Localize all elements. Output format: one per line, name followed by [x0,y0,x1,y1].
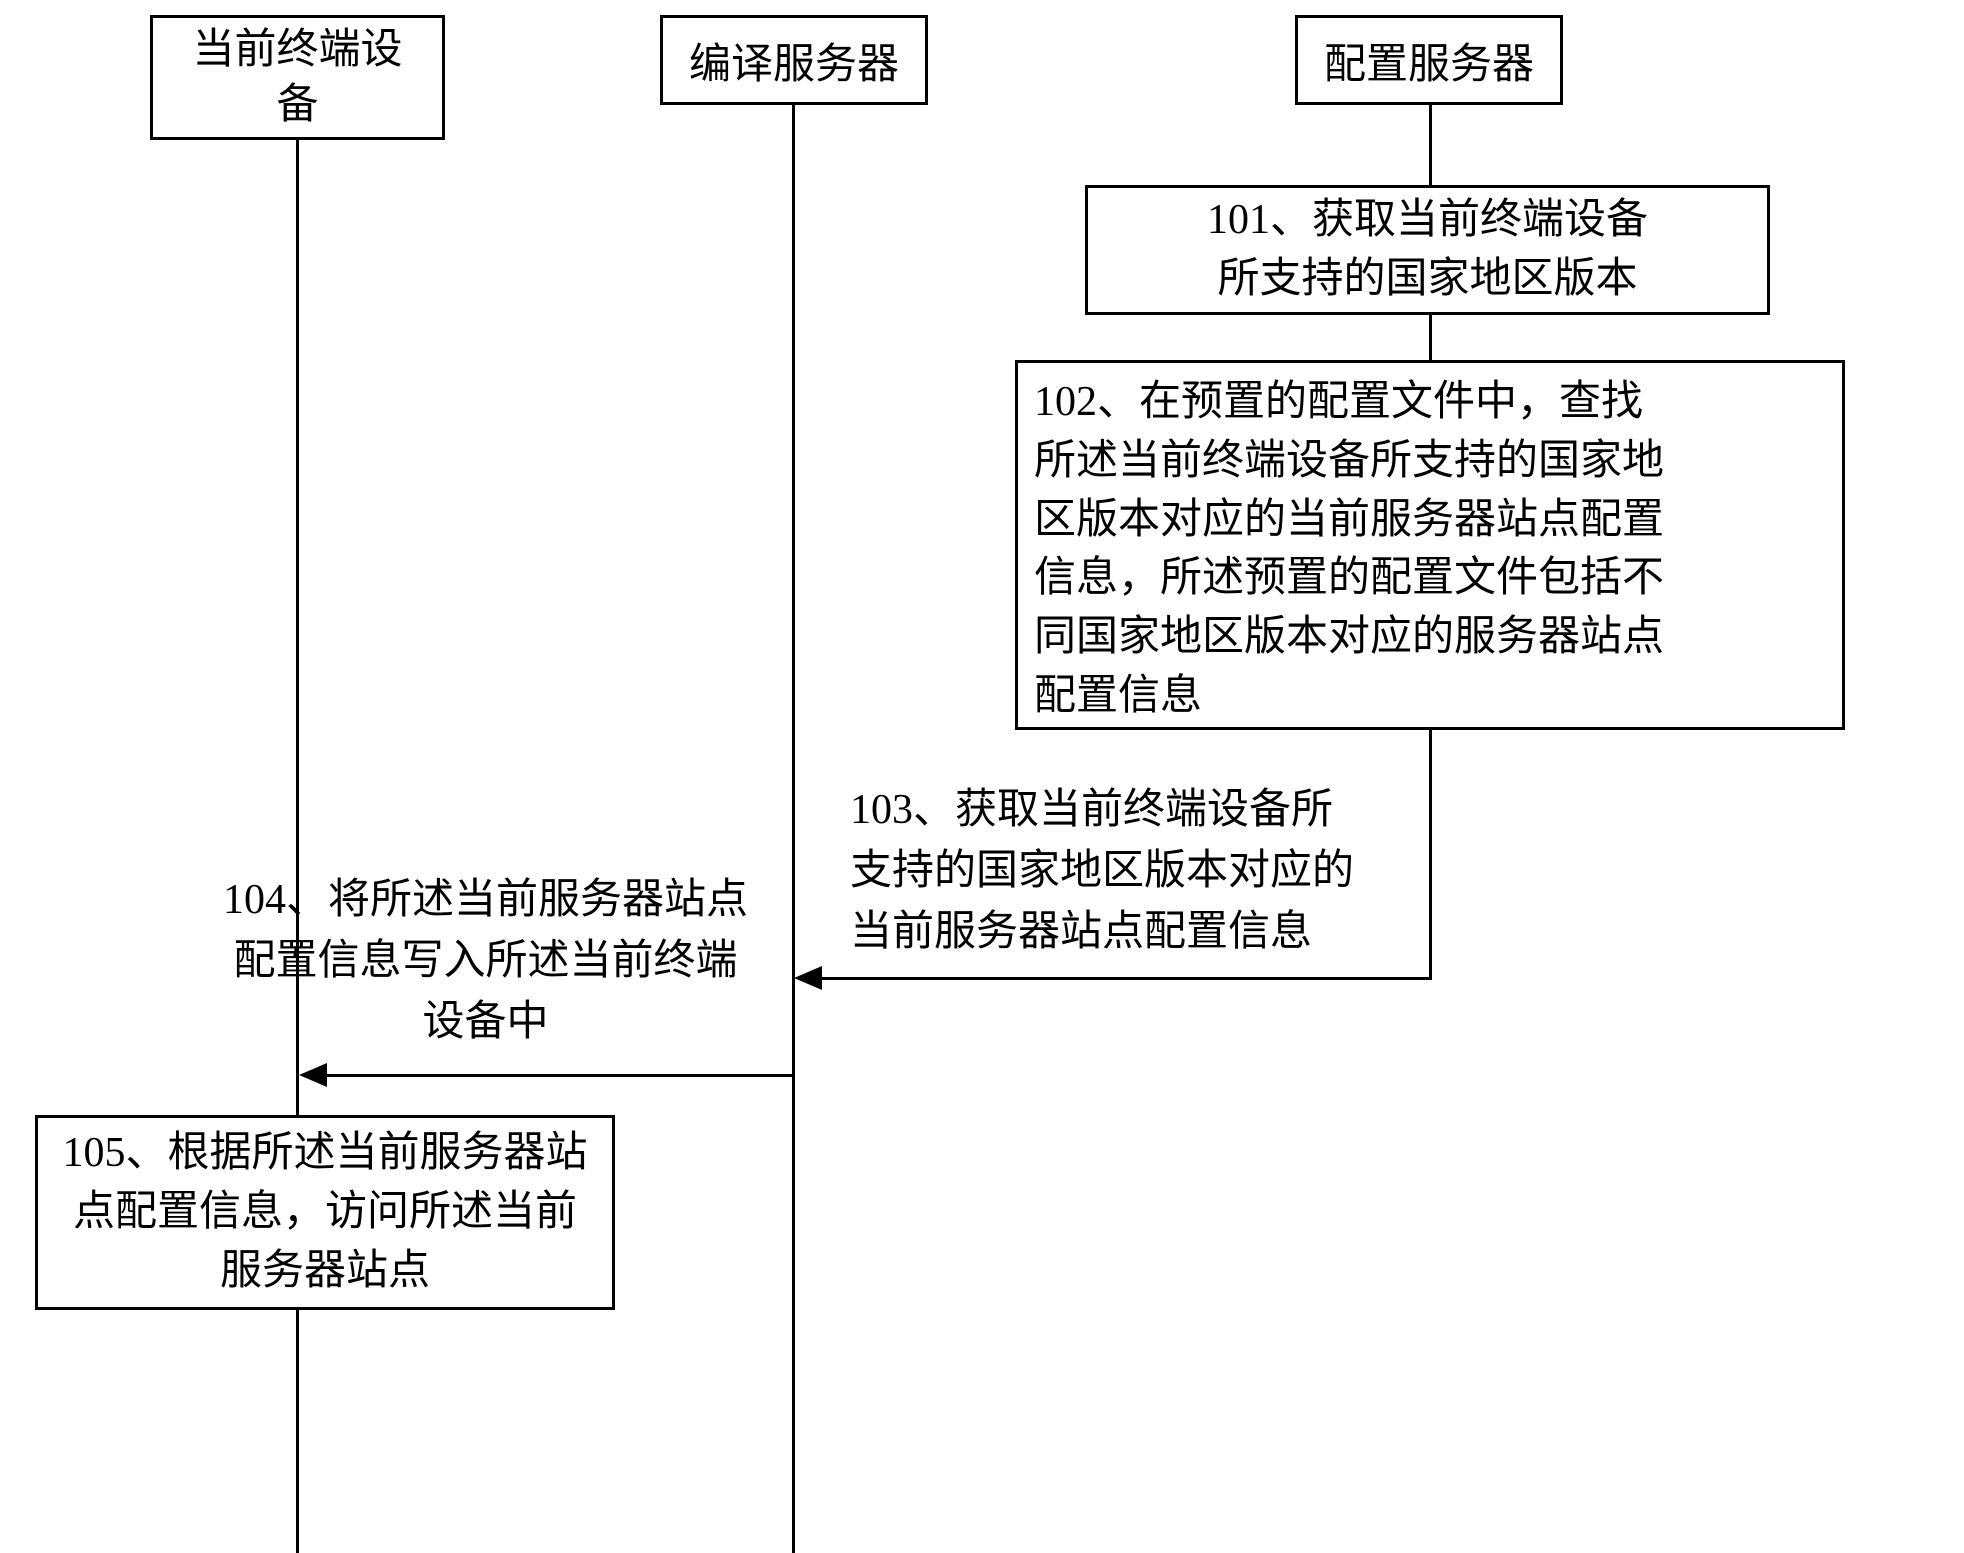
lifeline-config-3 [1429,730,1432,980]
lifeline-compile [792,105,795,1553]
lifeline-config [1429,105,1432,185]
sequence-diagram: 当前终端设 备 编译服务器 配置服务器 101、获取当前终端设备 所支持的国家地… [0,0,1964,1553]
step-103-label: 103、获取当前终端设备所 支持的国家地区版本对应的 当前服务器站点配置信息 [850,780,1410,963]
step-104-arrow-head [299,1063,327,1087]
step-103-arrow-head [794,966,822,990]
participant-config: 配置服务器 [1295,15,1563,105]
step-105-box: 105、根据所述当前服务器站 点配置信息，访问所述当前 服务器站点 [35,1115,615,1310]
step-104-arrow-line [325,1074,794,1077]
step-102-box: 102、在预置的配置文件中，查找 所述当前终端设备所支持的国家地 区版本对应的当… [1015,360,1845,730]
step-104-label: 104、将所述当前服务器站点 配置信息写入所述当前终端 设备中 [188,870,783,1053]
step-103-arrow-line [820,977,1430,980]
lifeline-terminal [296,140,299,1553]
participant-compile: 编译服务器 [660,15,928,105]
lifeline-config-2 [1429,315,1432,360]
participant-terminal: 当前终端设 备 [150,15,445,140]
step-101-box: 101、获取当前终端设备 所支持的国家地区版本 [1085,185,1770,315]
